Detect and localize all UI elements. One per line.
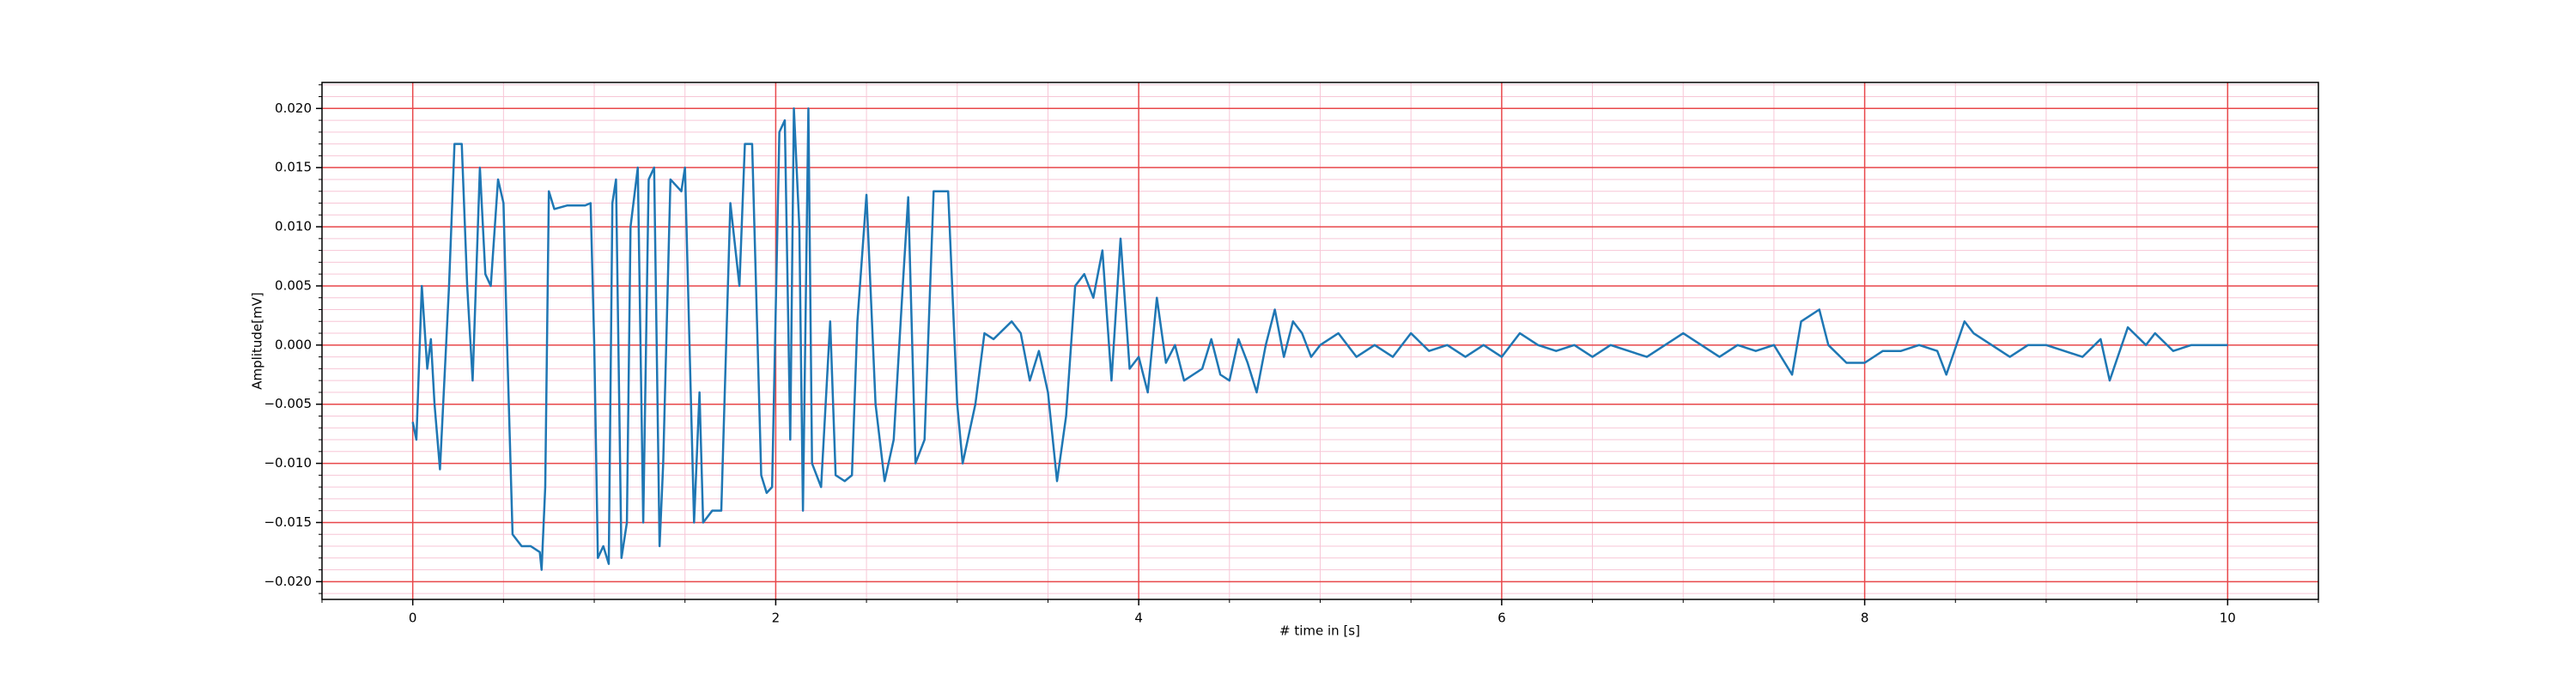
x-tick-label: 0: [409, 611, 417, 626]
y-tick-label: −0.010: [264, 455, 312, 471]
y-tick-label: 0.010: [275, 219, 312, 234]
x-tick-label: 4: [1134, 611, 1143, 626]
x-tick-label: 8: [1861, 611, 1869, 626]
x-tick-label: 10: [2220, 611, 2236, 626]
signal-line: [411, 107, 2228, 571]
axes-frame: [321, 82, 2319, 600]
y-tick-label: 0.005: [275, 277, 312, 293]
y-tick-label: 0.020: [275, 100, 312, 116]
x-axis-label: # time in [s]: [1279, 623, 1360, 639]
y-tick-label: −0.015: [264, 514, 312, 530]
y-tick-label: 0.015: [275, 160, 312, 175]
y-axis-label: Amplitude[mV]: [250, 292, 265, 389]
y-tick-label: 0.000: [275, 337, 312, 352]
x-tick-label: 2: [772, 611, 781, 626]
x-tick-label: 6: [1498, 611, 1506, 626]
y-tick-label: −0.005: [264, 396, 312, 411]
y-tick-label: −0.020: [264, 574, 312, 589]
